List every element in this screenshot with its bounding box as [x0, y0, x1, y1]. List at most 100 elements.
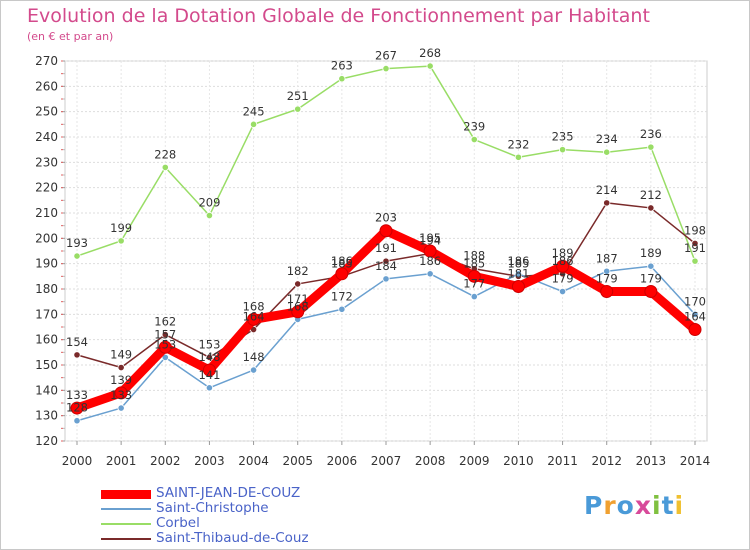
x-tick-label: 2003 [194, 454, 225, 468]
y-tick-label: 240 [35, 130, 58, 144]
y-tick-label: 150 [35, 358, 58, 372]
legend-item: Saint-Thibaud-de-Couz [101, 530, 431, 547]
legend-label: Corbel [156, 515, 200, 531]
point-2 [338, 75, 346, 83]
data-label-0: 185 [463, 256, 485, 270]
data-label-3: 185 [331, 256, 353, 270]
data-label-0: 157 [154, 327, 176, 341]
data-label-1: 186 [507, 254, 529, 268]
data-label-2: 251 [287, 89, 309, 103]
data-label-1: 128 [66, 401, 88, 415]
data-label-1: 186 [419, 254, 441, 268]
data-label-0: 203 [375, 211, 397, 225]
data-label-2: 199 [110, 221, 132, 235]
data-label-2: 239 [463, 120, 485, 134]
point-1 [603, 267, 611, 275]
point-0 [247, 312, 261, 326]
point-3 [73, 351, 81, 359]
x-tick-label: 2004 [238, 454, 269, 468]
y-tick-label: 260 [35, 79, 58, 93]
y-tick-label: 130 [35, 409, 58, 423]
x-tick-label: 2007 [371, 454, 402, 468]
point-1 [117, 404, 125, 412]
point-0 [600, 285, 614, 299]
point-0 [335, 267, 349, 281]
point-0 [644, 285, 658, 299]
data-label-2: 245 [243, 104, 265, 118]
x-tick-label: 2005 [282, 454, 313, 468]
data-label-1: 172 [331, 289, 353, 303]
logo-letter: x [634, 491, 652, 520]
data-label-0: 181 [507, 266, 529, 280]
point-0 [423, 244, 437, 258]
logo-letter: i [674, 491, 685, 520]
point-3 [691, 239, 699, 247]
logo-letter: i [652, 491, 662, 520]
data-label-1: 184 [375, 259, 397, 273]
point-0 [688, 323, 702, 337]
point-2 [117, 237, 125, 245]
point-0 [114, 386, 128, 400]
data-label-3: 186 [552, 254, 574, 268]
data-label-3: 198 [684, 223, 706, 237]
point-0 [379, 224, 393, 238]
point-1 [647, 262, 655, 270]
point-1 [161, 353, 169, 361]
data-label-2: 228 [154, 147, 176, 161]
x-tick-label: 2009 [459, 454, 490, 468]
point-2 [249, 120, 258, 128]
legend-swatch [101, 508, 151, 510]
point-2 [426, 62, 434, 70]
y-tick-label: 180 [35, 282, 58, 296]
data-label-3: 162 [154, 315, 176, 329]
chart-subtitle: (en € et par an) [27, 30, 114, 43]
data-label-3: 212 [640, 188, 662, 202]
data-label-2: 268 [419, 46, 441, 60]
legend-item: Saint-Christophe [101, 500, 431, 517]
data-label-0: 179 [596, 272, 618, 286]
data-label-1: 170 [684, 294, 706, 308]
data-label-2: 235 [552, 130, 574, 144]
x-tick-label: 2006 [327, 454, 358, 468]
y-tick-label: 250 [35, 105, 58, 119]
data-label-3: 182 [287, 264, 309, 278]
point-1 [691, 310, 699, 318]
data-label-1: 179 [552, 272, 574, 286]
data-label-1: 187 [596, 251, 618, 265]
legend-swatch [101, 489, 151, 499]
point-2 [558, 146, 567, 154]
data-label-0: 186 [331, 254, 353, 268]
data-label-2: 267 [375, 49, 397, 63]
point-2 [161, 163, 169, 171]
legend-label: Saint-Thibaud-de-Couz [156, 530, 309, 546]
point-3 [205, 353, 214, 361]
y-tick-label: 230 [35, 155, 58, 169]
data-label-0: 139 [110, 373, 132, 387]
y-tick-label: 210 [35, 206, 58, 220]
data-label-2: 263 [331, 59, 353, 73]
data-label-0: 195 [419, 231, 441, 245]
logo-letter: P [584, 491, 604, 520]
data-label-3: 164 [243, 310, 265, 324]
data-label-1: 168 [287, 299, 309, 313]
data-label-3: 153 [198, 337, 220, 351]
data-label-0: 189 [552, 246, 574, 260]
point-2 [514, 153, 523, 161]
data-label-1: 189 [640, 246, 662, 260]
point-2 [382, 65, 390, 73]
point-1 [426, 270, 434, 278]
data-label-3: 214 [596, 183, 618, 197]
x-tick-label: 2008 [415, 454, 446, 468]
data-label-3: 185 [507, 256, 529, 270]
legend-label: Saint-Christophe [156, 500, 269, 516]
data-label-0: 148 [198, 350, 220, 364]
x-tick-label: 2012 [591, 454, 622, 468]
logo-letter: r [603, 491, 617, 520]
point-0 [291, 305, 305, 319]
point-1 [558, 287, 567, 296]
point-2 [470, 135, 478, 144]
x-tick-label: 2013 [636, 454, 667, 468]
legend-item: SAINT-JEAN-DE-COUZ [101, 485, 431, 502]
grid-layer [64, 60, 708, 442]
